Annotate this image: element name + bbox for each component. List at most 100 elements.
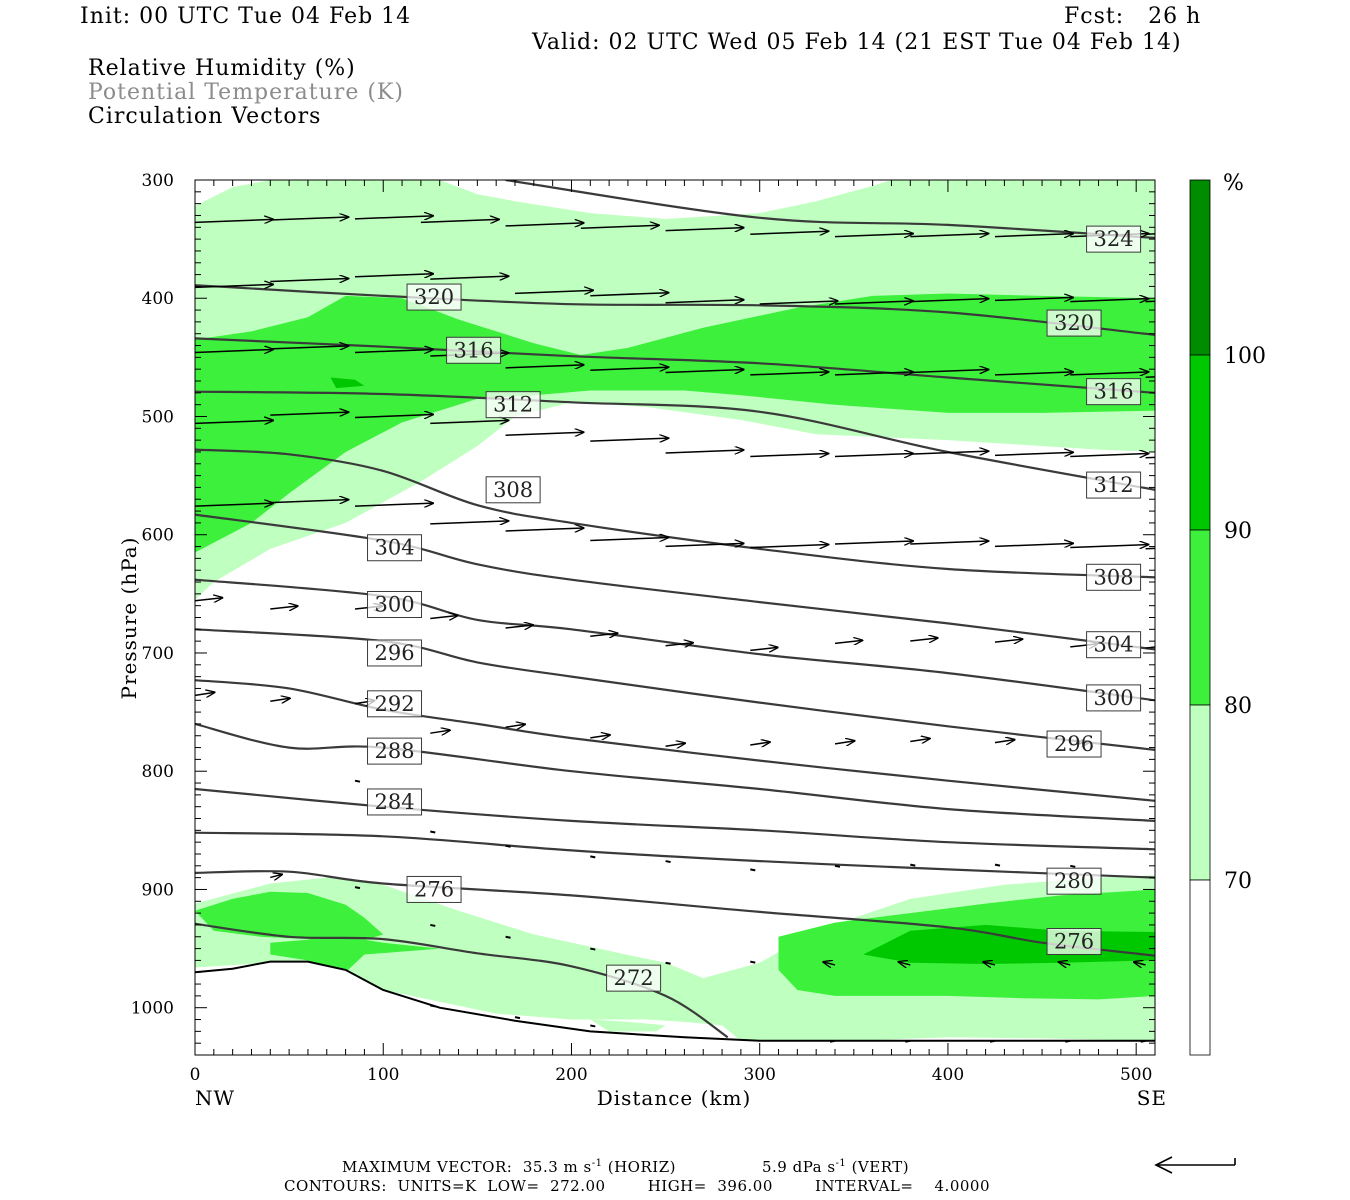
colorbar-level-label: 100 (1224, 344, 1266, 369)
circulation-vector (1070, 864, 1076, 868)
contour-label: 296 (374, 641, 414, 665)
circulation-vector (354, 886, 361, 890)
legend-rh: Relative Humidity (%) (88, 56, 356, 81)
circulation-vector (750, 960, 756, 964)
circulation-vector (1145, 547, 1155, 550)
y-tick-label: 1000 (131, 999, 174, 1019)
circulation-vector (994, 639, 1022, 642)
theta-contour-280 (195, 831, 1155, 879)
contour-label-box (367, 737, 423, 765)
circulation-vector (195, 598, 222, 601)
contour-label-box (446, 336, 502, 364)
contour-label: 280 (1054, 869, 1094, 893)
circulation-vector (354, 779, 361, 783)
circulation-vector (750, 545, 828, 548)
contour-label: 288 (374, 739, 414, 763)
contour-label: 300 (374, 592, 414, 616)
contour-label: 320 (1054, 311, 1094, 335)
contour-label-box (1086, 225, 1142, 253)
circulation-vector (590, 367, 668, 370)
circulation-vector (1070, 545, 1148, 548)
circulation-vector (430, 1004, 436, 1008)
y-tick-label: 300 (142, 171, 174, 191)
circulation-vector (354, 274, 433, 277)
colorbar-level-label: 70 (1224, 869, 1252, 894)
circulation-vector (834, 454, 913, 457)
circulation-vector (590, 537, 668, 540)
contour-label-box (406, 283, 462, 311)
terrain-fill (195, 961, 1155, 1055)
rh-region-90 (330, 377, 365, 389)
circulation-vector (590, 293, 668, 296)
circulation-vector (580, 225, 659, 228)
circulation-vector (1145, 376, 1155, 379)
circulation-vector (829, 1039, 836, 1043)
terrain-layer (195, 960, 1155, 1055)
contour-label-box (1086, 378, 1142, 406)
contour-label-box (606, 964, 662, 992)
circulation-vector (899, 962, 911, 965)
circulation-vector (665, 543, 744, 546)
circulation-vector (590, 855, 596, 859)
circulation-vector (759, 301, 838, 304)
theta-contour-292 (195, 679, 1155, 802)
rh-region-70 (590, 1019, 666, 1032)
circulation-vector (505, 365, 584, 368)
contour-label: 284 (374, 790, 414, 814)
x-tick-label: 500 (1120, 1065, 1152, 1085)
circulation-vector (1140, 1039, 1146, 1043)
y-tick-label: 900 (142, 880, 174, 900)
contour-label-box (1086, 471, 1142, 499)
x-axis-title: Distance (km) (597, 1086, 752, 1110)
circulation-vector (665, 743, 686, 746)
circulation-vector (270, 279, 348, 282)
theta-contour-284 (195, 787, 1155, 851)
contour-label-box (1046, 867, 1102, 895)
circulation-vector (994, 543, 1073, 546)
theta-contour-324 (505, 180, 1155, 239)
circulation-vector (505, 844, 511, 848)
theta-contour-288 (195, 722, 1155, 822)
y-tick-label: 600 (142, 526, 174, 546)
circulation-vector (1145, 300, 1155, 303)
circulation-vector (665, 643, 693, 646)
circulation-vector (270, 698, 290, 701)
circulation-vector (750, 647, 777, 650)
circulation-vector (665, 860, 671, 864)
contour-label: 316 (454, 338, 494, 362)
circulation-vector (834, 864, 841, 868)
contour-label: 276 (414, 877, 454, 901)
circulation-vector (505, 625, 533, 628)
contour-label: 292 (374, 692, 414, 716)
legend-theta: Potential Temperature (K) (88, 80, 404, 105)
contour-label: 304 (1094, 633, 1134, 657)
colorbar-swatch (1189, 879, 1211, 1056)
circulation-vector (505, 432, 584, 435)
x-tick-label: 100 (367, 1065, 399, 1085)
contour-label-box (1086, 631, 1142, 659)
theta-contour-304 (195, 513, 1155, 651)
circulation-vector (270, 217, 348, 220)
circulation-vector (1059, 962, 1071, 965)
circulation-vector (750, 231, 828, 234)
circulation-vector (834, 640, 862, 643)
circulation-vector (750, 372, 828, 375)
theta-contour-320 (195, 284, 1155, 336)
contour-label-box (367, 590, 423, 618)
theta-contour-296 (195, 628, 1155, 751)
y-tick-label: 700 (142, 644, 174, 664)
contour-label: 312 (1094, 473, 1134, 497)
circulation-vector (430, 830, 436, 834)
theta-contour-316 (195, 337, 1155, 394)
contour-label: 308 (493, 478, 533, 502)
circulation-vector (270, 412, 348, 415)
colorbar-swatch (1189, 179, 1211, 356)
contour-label: 296 (1054, 732, 1094, 756)
x-tick-label: 0 (190, 1065, 201, 1085)
circulation-vector (834, 372, 913, 375)
circulation-vector (910, 863, 916, 867)
circulation-vector (665, 450, 744, 453)
axis-layer: 300 400 500 600 700 800 900 1000 0 100 200 300 400 50… (131, 171, 1155, 1085)
contour-label-box (367, 690, 423, 718)
contour-label-box (485, 391, 541, 419)
